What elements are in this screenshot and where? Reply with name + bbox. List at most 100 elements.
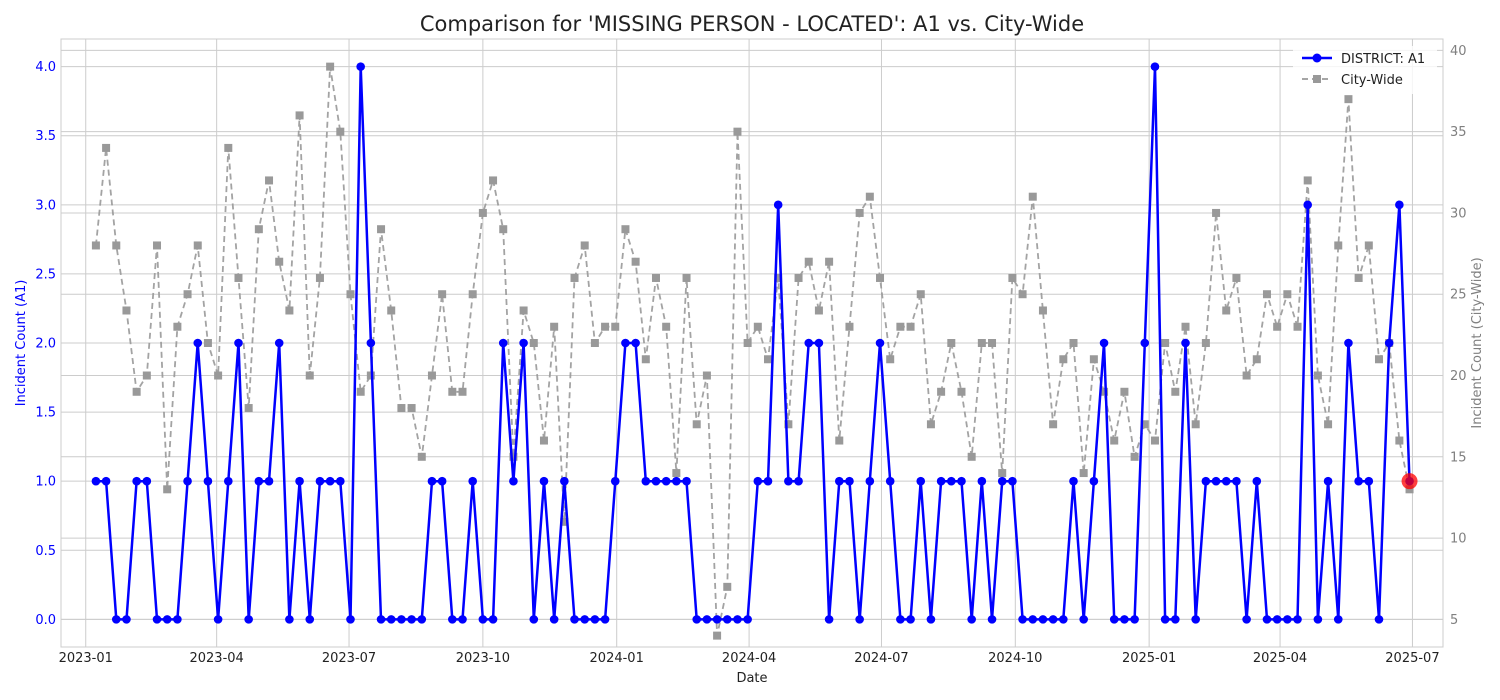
data-point-citywide — [1201, 339, 1210, 347]
data-point-citywide — [1028, 192, 1037, 201]
data-point-a1 — [183, 476, 192, 486]
data-point-a1 — [896, 615, 905, 624]
data-point-citywide — [295, 111, 304, 120]
data-point-citywide — [427, 371, 436, 380]
data-point-citywide — [183, 290, 192, 299]
data-point-a1 — [101, 476, 111, 486]
data-point-citywide — [1150, 436, 1159, 445]
data-point-citywide — [122, 306, 131, 315]
data-point-citywide — [682, 273, 691, 282]
y-tick-label-right: 40 — [1450, 44, 1467, 59]
data-point-a1 — [610, 476, 620, 486]
data-point-citywide — [1008, 273, 1017, 282]
data-point-a1 — [1089, 476, 1099, 486]
data-point-citywide — [244, 404, 253, 413]
data-point-citywide — [173, 322, 182, 331]
data-point-a1 — [478, 615, 488, 624]
data-point-citywide — [214, 371, 223, 380]
data-point-citywide — [743, 339, 752, 347]
data-point-a1 — [1069, 476, 1078, 486]
x-tick-label: 2024-07 — [854, 651, 908, 666]
data-point-citywide — [835, 436, 844, 445]
data-point-citywide — [1130, 452, 1139, 461]
data-point-citywide — [163, 485, 172, 494]
data-point-citywide — [713, 631, 722, 640]
x-tick-label: 2025-01 — [1122, 651, 1176, 666]
data-point-citywide — [529, 339, 538, 347]
data-point-citywide — [1293, 322, 1302, 331]
data-point-citywide — [1324, 420, 1333, 429]
data-point-citywide — [112, 241, 121, 250]
data-point-citywide — [764, 355, 773, 364]
data-point-citywide — [550, 322, 559, 331]
data-point-a1 — [987, 615, 997, 624]
data-point-citywide — [651, 273, 660, 282]
y-tick-label-right: 35 — [1450, 125, 1467, 140]
data-point-a1 — [213, 615, 223, 624]
data-point-a1 — [722, 615, 732, 624]
data-point-citywide — [753, 322, 762, 331]
data-point-a1 — [560, 476, 569, 486]
data-point-a1 — [1303, 200, 1313, 210]
y-tick-label-left: 2.5 — [35, 267, 56, 282]
data-point-citywide — [733, 127, 742, 136]
data-point-a1 — [784, 476, 793, 486]
y-tick-label-right: 20 — [1450, 369, 1467, 384]
data-point-a1 — [407, 615, 416, 624]
y-tick-label-left: 1.0 — [35, 475, 56, 490]
data-point-citywide — [1303, 176, 1312, 185]
data-point-a1 — [753, 476, 763, 486]
data-point-a1 — [1384, 338, 1394, 348]
x-tick-label: 2023-04 — [189, 651, 243, 666]
legend: DISTRICT: A1 City-Wide — [1293, 46, 1437, 94]
data-point-a1 — [427, 476, 437, 486]
data-point-a1 — [437, 476, 447, 486]
data-point-a1 — [1079, 615, 1088, 624]
data-point-a1 — [1099, 338, 1109, 348]
data-point-a1 — [305, 615, 315, 624]
data-point-a1 — [274, 338, 284, 348]
data-point-a1 — [712, 615, 722, 624]
data-point-citywide — [988, 339, 997, 347]
data-point-a1 — [1344, 338, 1353, 348]
y-tick-label-right: 15 — [1450, 450, 1467, 465]
data-point-a1 — [641, 476, 651, 486]
data-point-citywide — [1283, 290, 1292, 299]
y-axis-label-right: Incident Count (City-Wide) — [1470, 257, 1485, 428]
data-point-citywide — [947, 339, 956, 347]
data-point-citywide — [153, 241, 162, 250]
data-point-citywide — [203, 339, 212, 347]
data-point-a1 — [865, 476, 875, 486]
data-point-a1 — [1242, 615, 1251, 624]
data-point-citywide — [468, 290, 477, 299]
y-tick-label-right: 30 — [1450, 206, 1467, 221]
data-point-a1 — [122, 615, 131, 624]
x-tick-label: 2024-01 — [590, 651, 644, 666]
tick-labels: 2023-01 2023-04 2023-07 2023-10 2024-01 2024-… — [35, 44, 1466, 666]
y-tick-label-left: 0.0 — [35, 613, 56, 628]
data-point-citywide — [397, 404, 406, 413]
data-point-a1 — [549, 615, 559, 624]
data-point-a1 — [570, 615, 579, 624]
data-point-citywide — [825, 257, 834, 266]
data-point-citywide — [1059, 355, 1068, 364]
data-point-citywide — [1222, 306, 1231, 315]
data-point-citywide — [641, 355, 650, 364]
data-point-a1 — [580, 615, 590, 624]
data-point-a1 — [529, 615, 539, 624]
data-point-a1 — [773, 200, 783, 210]
data-point-citywide — [336, 127, 345, 136]
data-point-a1 — [336, 476, 345, 486]
data-point-citywide — [1364, 241, 1373, 250]
chart-title: Comparison for 'MISSING PERSON - LOCATED… — [420, 12, 1084, 36]
x-tick-label: 2024-10 — [988, 651, 1042, 666]
data-point-citywide — [1232, 273, 1241, 282]
data-point-a1 — [631, 338, 640, 348]
data-point-a1 — [203, 476, 213, 486]
data-point-citywide — [1262, 290, 1271, 299]
data-point-a1 — [590, 615, 600, 624]
data-point-a1 — [743, 615, 752, 624]
data-point-a1 — [1008, 476, 1017, 486]
data-point-a1 — [967, 615, 976, 624]
data-point-a1 — [519, 338, 528, 348]
